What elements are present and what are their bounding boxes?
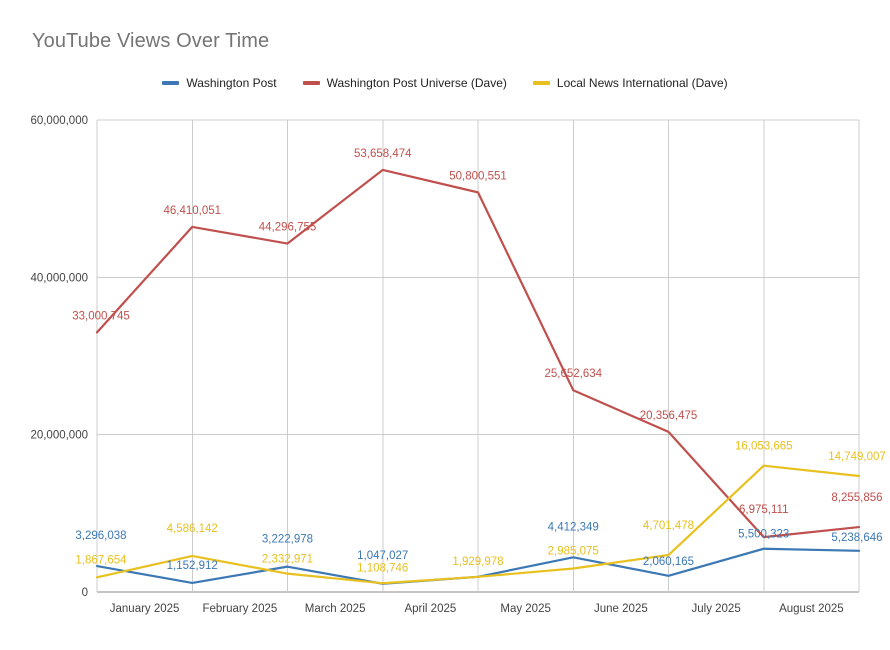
data-point-label: 1,867,654 <box>75 554 127 566</box>
x-axis-tick-label: July 2025 <box>692 603 741 615</box>
series-line-1[interactable] <box>95 168 861 539</box>
legend-swatch-icon <box>162 81 180 85</box>
legend-item-label: Washington Post Universe (Dave) <box>326 76 507 90</box>
legend-item-label: Local News International (Dave) <box>556 76 728 90</box>
legend-item[interactable]: Local News International (Dave) <box>532 76 728 90</box>
data-point-label: 5,500,323 <box>738 529 789 541</box>
data-point-label: 4,586,142 <box>167 523 218 535</box>
data-point-label: 3,222,978 <box>262 534 313 546</box>
data-point-label: 2,332,971 <box>262 554 313 566</box>
data-point-label: 2,060,165 <box>643 556 694 568</box>
line-chart-svg: 0 20,000,000 40,000,000 60,000,000 January 2… <box>30 115 886 615</box>
legend-item[interactable]: Washington Post Universe (Dave) <box>302 76 507 90</box>
legend-item-label: Washington Post <box>186 76 277 90</box>
data-point-label: 16,053,665 <box>735 441 793 453</box>
x-axis-tick-label: May 2025 <box>500 603 551 615</box>
legend-swatch-icon <box>532 81 550 85</box>
data-point-label: 53,658,474 <box>354 148 412 160</box>
data-point-label: 6,975,111 <box>739 504 788 516</box>
data-point-label: 50,800,551 <box>449 170 507 182</box>
data-point-label: 14,749,007 <box>828 451 886 463</box>
x-axis-tick-label: February 2025 <box>202 603 277 615</box>
data-point-label: 20,356,475 <box>640 410 698 422</box>
data-point-label: 1,047,027 <box>357 550 408 562</box>
data-point-label: 3,296,038 <box>75 530 126 542</box>
legend-swatch-icon <box>302 81 320 85</box>
page-title: YouTube Views Over Time <box>32 30 270 52</box>
data-point-label: 2,985,075 <box>548 546 599 558</box>
data-point-label: 4,412,349 <box>548 521 599 533</box>
x-axis-tick-label: June 2025 <box>594 603 648 615</box>
x-axis-tick-label: January 2025 <box>110 603 180 615</box>
chart-legend: Washington Post Washington Post Universe … <box>0 76 890 90</box>
data-point-label: 46,410,051 <box>163 205 221 217</box>
data-point-label: 8,255,856 <box>831 492 882 504</box>
data-point-label: 33,000,745 <box>72 310 130 322</box>
data-point-label: 1,152,912 <box>167 560 218 572</box>
y-axis-tick-label: 0 <box>82 587 88 599</box>
y-axis-tick-label: 20,000,000 <box>30 430 88 442</box>
plot-area: 0 20,000,000 40,000,000 60,000,000 January 2… <box>0 100 890 650</box>
data-point-label: 1,108,746 <box>357 562 408 574</box>
y-axis-tick-label: 40,000,000 <box>30 272 88 284</box>
x-axis-tick-label: April 2025 <box>404 603 456 615</box>
x-axis-tick-label: March 2025 <box>305 603 366 615</box>
data-point-label: 25,652,634 <box>544 368 602 380</box>
x-axis-tick-label: August 2025 <box>779 603 844 615</box>
series-line-2[interactable] <box>95 464 861 585</box>
y-axis-tick-label: 60,000,000 <box>30 115 88 127</box>
data-point-label: 1,929,978 <box>452 556 503 568</box>
data-point-label: 4,701,478 <box>643 520 694 532</box>
data-point-label: 5,238,646 <box>831 532 882 544</box>
legend-item[interactable]: Washington Post <box>162 76 277 90</box>
data-point-label: 44,296,755 <box>259 222 317 234</box>
